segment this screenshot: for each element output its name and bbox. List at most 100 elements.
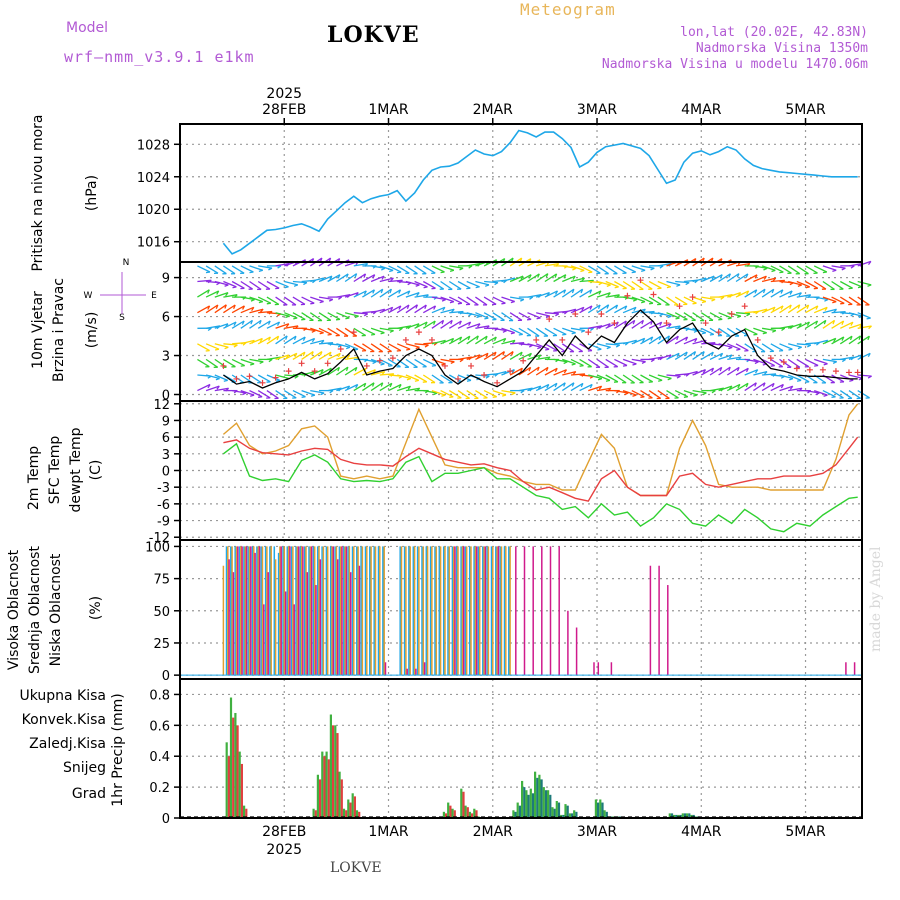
wind-arrow-head [772,306,776,311]
wind-arrow-head [528,367,532,372]
wind-arrow-head [380,363,385,366]
wind-arrow [813,265,828,273]
wind-arrow [258,310,273,314]
wind-arrow-head [423,286,428,289]
wind-arrow-head [225,292,229,297]
wind-arrow-head [397,271,402,274]
wind-arrow-head [207,289,210,294]
wind-arrow [249,319,262,329]
wind-arrow [544,273,557,283]
precip-bar-convective [232,717,235,818]
wind-arrow [388,289,401,298]
wind-arrow-head [571,288,575,294]
wind-arrow [570,288,583,298]
precip-bar-snow [531,793,535,818]
wind-gust-marker [455,375,462,382]
wind-arrow-head [277,265,282,269]
wind-arrow-head [363,383,367,388]
y-tick-label: 6 [162,431,170,446]
wind-arrow [822,308,837,314]
precip-bar-convective [471,813,474,818]
wind-arrow-head [640,396,645,398]
wind-arrow-head [754,289,758,294]
wind-arrow-head [546,384,550,389]
wind-arrow [249,265,264,271]
wind-arrow [284,312,298,319]
wind-arrow [622,339,637,345]
date-label-top: 3MAR [577,102,618,118]
wind-arrow-head [441,394,446,397]
wind-arrow [509,367,523,376]
wind-arrow [848,323,863,329]
wind-arrow-head [867,352,871,358]
wind-arrow-head [580,383,584,388]
wind-arrow-head [468,321,472,326]
wind-arrow-head [632,363,637,366]
wind-arrow-head [711,298,716,302]
y-tick-label: 3 [162,448,170,463]
wind-arrow-head [867,375,872,379]
wind-arrow-head [615,304,619,309]
wind-arrow [857,352,871,360]
wind-arrow [570,373,585,376]
wind-arrow-head [580,269,585,273]
precip-bar-total [686,813,689,818]
wind-arrow-head [301,396,306,398]
wind-arrow [440,337,454,345]
wind-arrow [422,305,436,314]
wind-arrow [257,280,271,290]
wind-arrow [753,343,766,353]
wind-arrow [283,335,297,345]
wind-arrow [492,389,507,396]
precip-bar-total [464,805,467,818]
precip-bar-snow [540,779,543,818]
wind-arrow-head [694,338,698,343]
precip-bar-total [351,793,354,818]
wind-gust-marker [572,310,579,317]
wind-arrow [857,280,872,286]
wind-arrow-head [632,394,637,397]
wind-arrow [605,280,619,288]
y-tick-label: -9 [157,515,170,530]
wind-arrow [388,358,401,368]
precip-bar-snow [601,802,604,818]
precip-bar-total [325,751,328,818]
wind-arrow-head [242,392,247,396]
wind-arrow [379,382,393,392]
wind-arrow [492,312,505,321]
wind-arrow-head [850,265,855,269]
wind-arrow [562,275,576,283]
wind-arrow [848,335,861,345]
wind-arrow-head [511,339,516,344]
wind-arrow-head [284,286,289,289]
wind-arrow-head [736,315,742,319]
wind-arrow [249,337,263,345]
wind-arrow [353,273,366,283]
wind-arrow-head [502,338,507,343]
wind-gust-marker [324,360,331,367]
wind-arrow [648,335,662,345]
wind-arrow-head [476,315,481,319]
wind-arrow [396,358,410,368]
wind-arrow [718,366,731,376]
wind-arrow-head [440,271,445,274]
wind-arrow [362,327,376,335]
wind-arrow [535,291,550,298]
wind-arrow-head [815,320,819,325]
wind-arrow-head [275,379,280,382]
wind-arrow [796,321,810,329]
wind-arrow [388,265,402,273]
wind-arrow [266,321,280,329]
wind-arrow [553,358,568,363]
wind-arrow-head [311,351,314,356]
wind-gust-marker [494,379,501,386]
wind-arrow [275,262,290,267]
wind-arrow-head [502,330,507,333]
wind-arrow [857,312,871,319]
wind-gust-marker [832,368,839,375]
wind-arrow-head [511,369,515,374]
wind-arrow-head [571,332,576,335]
wind-arrow [309,351,323,360]
wind-arrow [397,374,411,380]
